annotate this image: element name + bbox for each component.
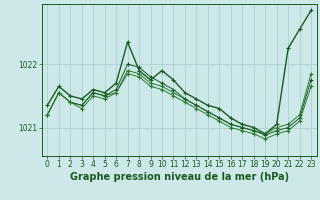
X-axis label: Graphe pression niveau de la mer (hPa): Graphe pression niveau de la mer (hPa): [70, 172, 289, 182]
